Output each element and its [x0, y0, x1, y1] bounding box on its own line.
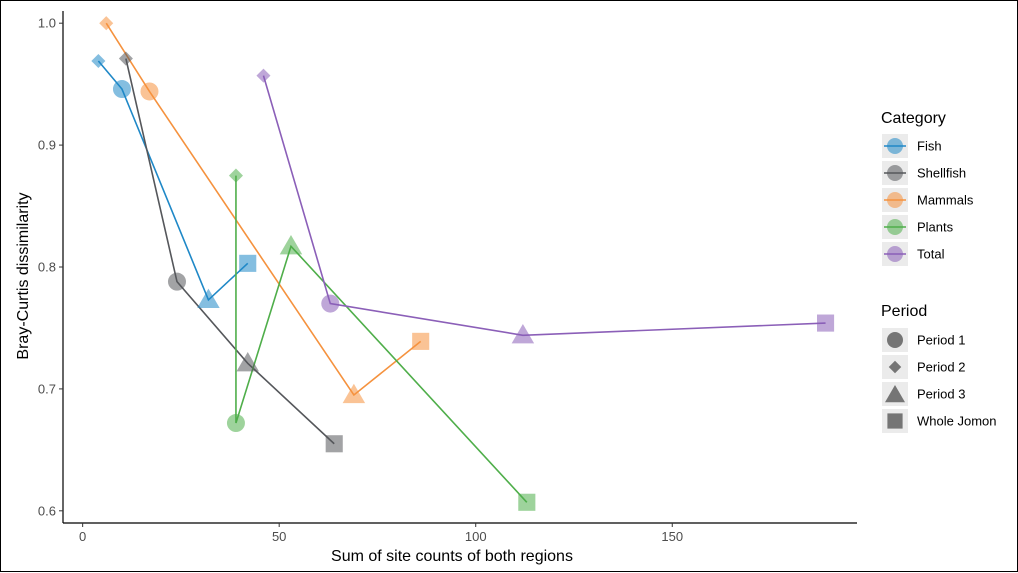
series-lines	[97, 22, 826, 503]
data-point-shellfish-whole-jomon	[325, 435, 343, 453]
legend-key-whole-jomon	[887, 413, 903, 429]
legend-label-fish: Fish	[917, 139, 942, 154]
y-tick-label: 0.7	[38, 381, 56, 396]
data-point-mammals-whole-jomon	[412, 332, 430, 350]
legend-label-whole-jomon: Whole Jomon	[917, 414, 996, 429]
series-line-plants	[235, 175, 528, 503]
data-point-shellfish-period-3	[236, 352, 259, 372]
legend-label-period-3: Period 3	[917, 387, 965, 402]
legend-key-fish	[887, 138, 903, 154]
legend-category: Category Fish Shellfish Mammals Plants Total	[881, 110, 974, 266]
legend-key-period-3	[885, 385, 905, 403]
series-line-shellfish	[125, 58, 335, 445]
legend-key-period-1	[887, 332, 903, 348]
legend-period: Period Period 1 Period 2 Period 3 Whole Jom…	[881, 303, 996, 433]
data-point-mammals-period-3	[342, 383, 366, 404]
data-point-plants-period-2	[228, 168, 243, 183]
x-tick-label: 50	[272, 529, 286, 544]
y-tick-label: 1.0	[38, 16, 56, 31]
axes: 0 50 100 150 0.6 0.7 0.8 0.9 1.0 Sum of site co…	[15, 11, 857, 565]
legend-category-title: Category	[881, 110, 946, 127]
x-ticks: 0 50 100 150	[79, 523, 683, 544]
data-point-total-period-1	[321, 294, 340, 313]
series-line-fish	[97, 60, 249, 302]
x-tick-label: 150	[661, 529, 683, 544]
data-point-total-period-2	[256, 68, 271, 83]
legend-label-mammals: Mammals	[917, 193, 974, 208]
y-tick-label: 0.9	[38, 138, 56, 153]
legend-label-shellfish: Shellfish	[917, 166, 966, 181]
data-point-total-period-3	[511, 324, 535, 344]
series-line-total	[262, 75, 826, 337]
data-point-plants-period-3	[279, 235, 303, 255]
data-point-mammals-period-2	[99, 16, 114, 31]
legend-period-title: Period	[881, 303, 927, 320]
legend-label-plants: Plants	[917, 220, 954, 235]
legend-key-total	[887, 246, 903, 262]
x-axis-title: Sum of site counts of both regions	[331, 548, 573, 565]
data-point-mammals-period-1	[140, 82, 159, 101]
legend-key-shellfish	[887, 165, 903, 181]
data-point-fish-period-1	[112, 80, 131, 99]
legend-label-period-1: Period 1	[917, 333, 965, 348]
data-point-fish-period-2	[91, 53, 106, 69]
data-point-total-whole-jomon	[817, 314, 835, 332]
data-point-shellfish-period-1	[167, 272, 186, 291]
legend-label-total: Total	[917, 247, 945, 262]
y-ticks: 0.6 0.7 0.8 0.9 1.0	[38, 16, 63, 518]
y-axis-title: Bray-Curtis dissimilarity	[15, 192, 32, 359]
y-tick-label: 0.8	[38, 260, 56, 275]
x-tick-label: 100	[465, 529, 487, 544]
y-tick-label: 0.6	[38, 503, 56, 518]
data-point-fish-period-3	[197, 288, 220, 309]
legend-key-mammals	[887, 192, 903, 208]
legend-key-period-2	[888, 360, 902, 374]
data-point-shellfish-period-2	[118, 51, 133, 66]
x-tick-label: 0	[79, 529, 86, 544]
data-point-fish-whole-jomon	[239, 254, 257, 272]
data-point-plants-whole-jomon	[518, 493, 536, 511]
data-point-plants-period-1	[226, 414, 245, 433]
legend-label-period-2: Period 2	[917, 360, 965, 375]
legend-key-plants	[887, 219, 903, 235]
series-markers	[91, 16, 835, 511]
